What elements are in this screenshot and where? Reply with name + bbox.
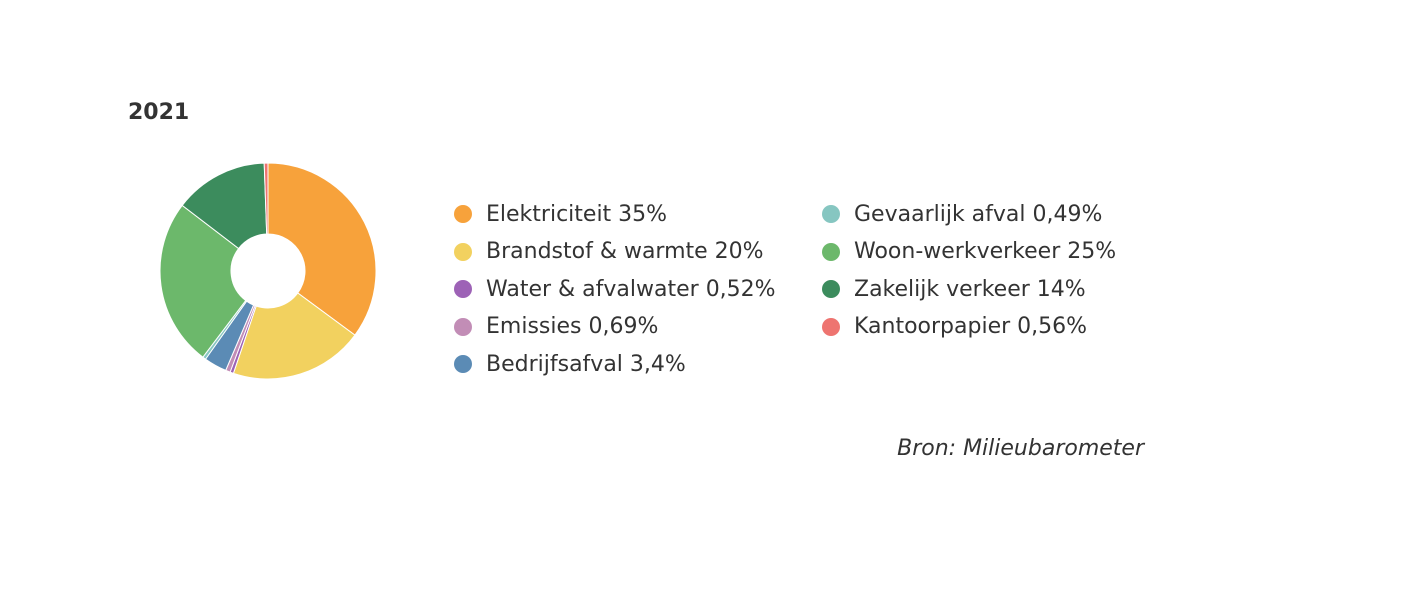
legend-marker [822,280,840,298]
chart-title: 2021 [128,100,190,125]
legend-marker [822,242,840,261]
legend-item-bedrijfsafval[interactable]: Bedrijfsafval 3,4% [454,346,686,382]
legend-item-zakelijk-verkeer[interactable]: Zakelijk verkeer 14% [822,271,1086,307]
legend-label: Kantoorpapier 0,56% [854,314,1088,339]
legend-item-brandstof-warmte[interactable]: Brandstof & warmte 20% [454,234,764,270]
legend-label: Emissies 0,69% [486,314,659,339]
source-note: Bron: Milieubarometer [897,436,1144,461]
legend-label: Elektriciteit 35% [486,201,668,227]
legend-item-woon-werkverkeer[interactable]: Woon-werkverkeer 25% [822,234,1116,270]
legend-marker [454,317,472,336]
legend-marker [454,280,472,298]
donut-slice-elektriciteit[interactable] [267,162,377,336]
donut-slices [159,162,377,380]
legend: Elektriciteit 35% Brandstof & warmte 20% W… [454,196,1214,396]
legend-item-gevaarlijk-afval[interactable]: Gevaarlijk afval 0,49% [822,196,1102,232]
legend-label: Gevaarlijk afval 0,49% [854,201,1103,227]
legend-marker [822,317,840,336]
legend-label: Brandstof & warmte 20% [486,239,764,264]
legend-item-water-afvalwater[interactable]: Water & afvalwater 0,52% [454,271,776,307]
legend-label: Bedrijfsafval 3,4% [486,351,686,377]
legend-marker [454,242,472,261]
legend-marker [822,205,840,223]
donut-slice-zakelijk-verkeer[interactable] [181,162,268,250]
legend-marker [454,355,472,373]
donut-chart [159,162,377,380]
legend-label: Woon-werkverkeer 25% [854,239,1117,264]
legend-label: Zakelijk verkeer 14% [854,276,1086,302]
legend-label: Water & afvalwater 0,52% [486,276,776,302]
legend-item-kantoorpapier[interactable]: Kantoorpapier 0,56% [822,309,1087,345]
donut-slice-woon-werkverkeer[interactable] [159,204,247,358]
legend-marker [454,205,472,223]
legend-item-elektriciteit[interactable]: Elektriciteit 35% [454,196,667,232]
donut-slice-kantoorpapier[interactable] [263,162,269,235]
donut-slice-brandstof-warmte[interactable] [232,292,356,380]
legend-item-emissies[interactable]: Emissies 0,69% [454,309,658,345]
